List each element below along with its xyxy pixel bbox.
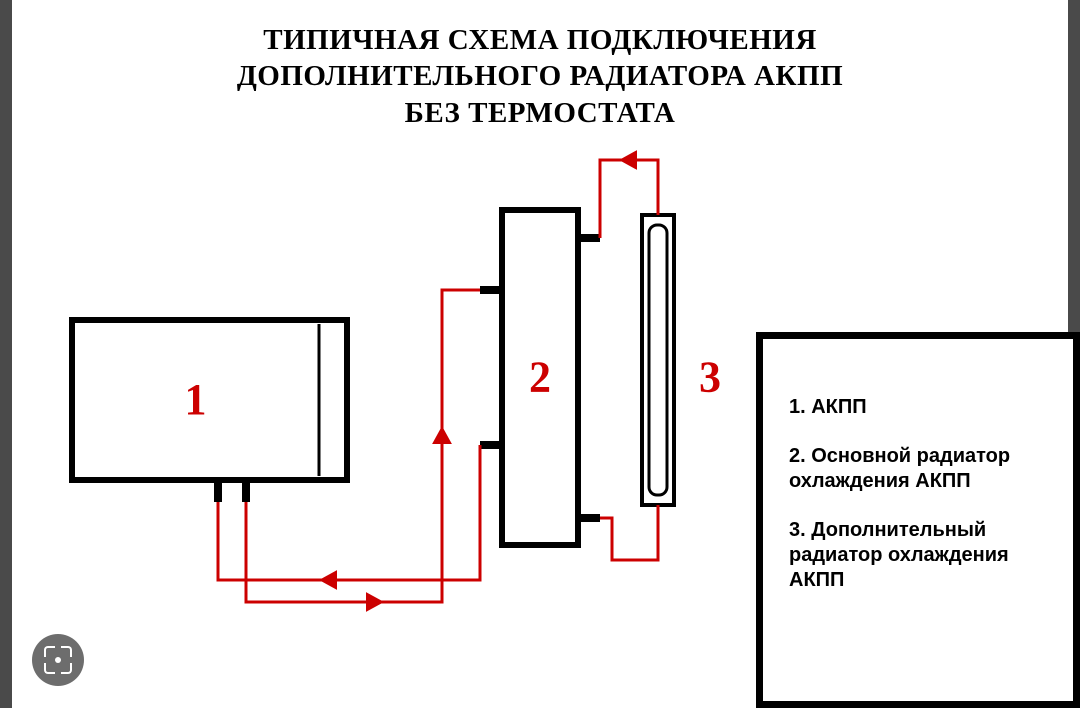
legend-item-3: 3. Дополнительный радиатор охлаждения АК…: [789, 518, 1055, 593]
legend-item-2: 2. Основной радиатор охлаждения АКПП: [789, 444, 1055, 494]
box-label: 3: [699, 353, 721, 402]
legend-box: 1. АКПП 2. Основной радиатор охлаждения …: [756, 332, 1080, 708]
lens-search-icon[interactable]: [32, 634, 84, 686]
legend-item-1: 1. АКПП: [789, 395, 1055, 420]
page: ТИПИЧНАЯ СХЕМА ПОДКЛЮЧЕНИЯ ДОПОЛНИТЕЛЬНО…: [12, 0, 1068, 708]
box-label: 2: [529, 353, 551, 402]
box-label: 1: [185, 375, 207, 424]
legend-text: 1. АКПП 2. Основной радиатор охлаждения …: [789, 395, 1055, 593]
